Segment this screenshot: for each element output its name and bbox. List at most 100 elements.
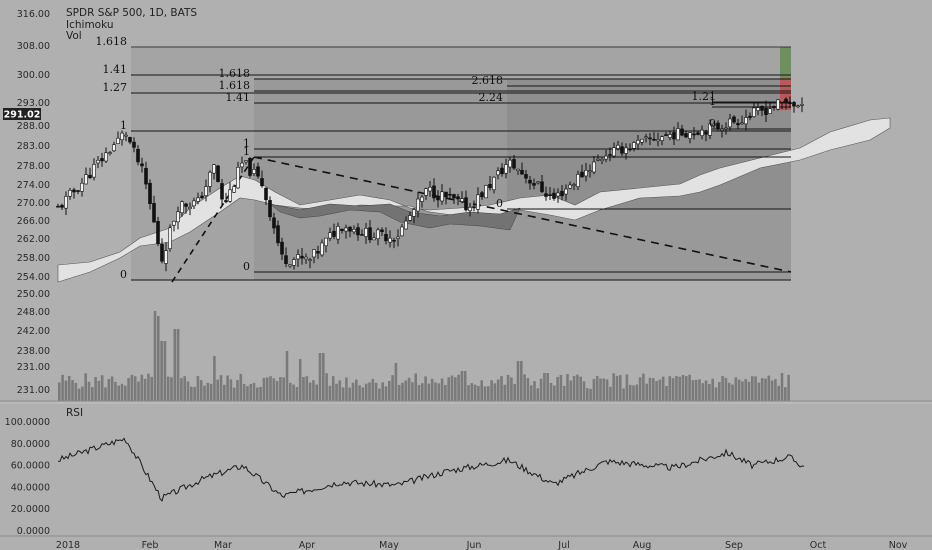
candle-body [728, 118, 732, 128]
volume-bar [74, 382, 78, 401]
volume-bar [341, 387, 345, 401]
volume-bar [467, 385, 470, 401]
volume-bar [741, 381, 744, 401]
candle-body [112, 144, 116, 152]
indicator-ichimoku[interactable]: Ichimoku [66, 19, 114, 31]
candle-body [240, 162, 244, 168]
candle-body [144, 167, 148, 185]
candle-body [80, 182, 84, 192]
candle-body [488, 184, 492, 188]
volume-bar [391, 375, 394, 401]
price-tick-label: 250.00 [17, 289, 50, 300]
volume-bar [417, 384, 421, 401]
candle-body [492, 176, 496, 191]
candle-body [276, 225, 280, 244]
volume-bar [203, 385, 206, 401]
candle-body [396, 236, 400, 239]
volume-bar [615, 375, 619, 401]
candle-body [164, 250, 168, 264]
volume-bar [186, 381, 190, 401]
candle-body [132, 141, 136, 148]
volume-bar [516, 361, 520, 401]
trendline-fall[interactable] [253, 156, 792, 273]
volume-bar [477, 385, 480, 401]
date-tick-label: Aug [633, 540, 652, 550]
candle-body [76, 190, 80, 192]
volume-bar [665, 386, 668, 401]
volume-bar [325, 373, 328, 401]
volume-bar [500, 376, 503, 401]
volume-bar [193, 386, 196, 401]
candle-body [348, 226, 352, 232]
candle-body [428, 186, 432, 192]
fib-level-label: 0 [120, 268, 127, 281]
volume-bar [645, 383, 648, 401]
volume-bar [559, 374, 563, 401]
candle-body [448, 193, 452, 196]
volume-bar [262, 377, 266, 401]
candle-body [424, 188, 428, 196]
volume-bar [734, 377, 738, 401]
volume-bar [506, 374, 510, 401]
volume-bar [599, 378, 602, 401]
volume-bar [133, 376, 137, 401]
candle-body [444, 191, 448, 198]
candle-body [744, 117, 748, 125]
volume-bar [675, 375, 678, 401]
candle-body [452, 194, 456, 199]
fib-level-label: 1 [243, 137, 250, 150]
volume-bar [94, 376, 97, 401]
date-axis: 2018 Feb Mar Apr May Jun Jul Aug Sep Oct Nov [56, 540, 908, 550]
volume-bar [510, 377, 513, 401]
volume-bar [312, 380, 315, 401]
rsi-tick-label: 0.0000 [17, 526, 50, 537]
volume-bar [206, 382, 210, 401]
candle-body [732, 116, 736, 123]
candle-body [188, 207, 192, 210]
volume-bar [539, 378, 543, 401]
volume-bar [364, 383, 368, 401]
candle-body [56, 205, 60, 208]
volume-bar [137, 381, 140, 401]
candle-body [612, 147, 616, 157]
volume-bar [232, 387, 236, 401]
volume-bar [444, 384, 447, 401]
volume-bar [150, 376, 153, 401]
volume-axis: 248.00 242.00 238.00 231.00 231.00 [17, 307, 50, 396]
candle-body [232, 186, 236, 193]
volume-bar [529, 385, 533, 401]
candle-body [520, 169, 524, 175]
volume-bar [394, 363, 398, 401]
candle-body [776, 99, 780, 110]
rsi-title[interactable]: RSI [66, 407, 83, 419]
volume-bar [407, 377, 411, 401]
candle-body [720, 128, 724, 131]
volume-tick-label: 238.00 [17, 346, 50, 357]
rsi-tick-label: 60.0000 [11, 461, 50, 472]
volume-bar [718, 382, 721, 401]
volume-bar [487, 386, 490, 401]
volume-bar [622, 388, 625, 401]
candle-body [300, 255, 304, 259]
candle-body [308, 259, 312, 261]
volume-bar [180, 378, 183, 401]
ichimoku-cloud [57, 117, 891, 283]
volume-bar [493, 383, 497, 401]
candle-body [528, 179, 532, 184]
fib-level-label: 1.41 [226, 91, 251, 104]
volume-bar [595, 376, 599, 401]
price-badge-text: 291.02 [4, 110, 41, 121]
candle-body [568, 184, 572, 189]
candle-body [664, 134, 668, 136]
candle-body [356, 227, 360, 236]
volume-bar [652, 378, 655, 401]
candle-body [404, 220, 408, 230]
volume-bar [331, 376, 335, 401]
indicator-volume[interactable]: Vol [66, 30, 82, 42]
trendline-rise[interactable] [171, 156, 255, 283]
volume-bar [157, 316, 160, 401]
candle-body [588, 170, 592, 173]
candle-body [512, 159, 516, 169]
candle-body [220, 183, 224, 200]
